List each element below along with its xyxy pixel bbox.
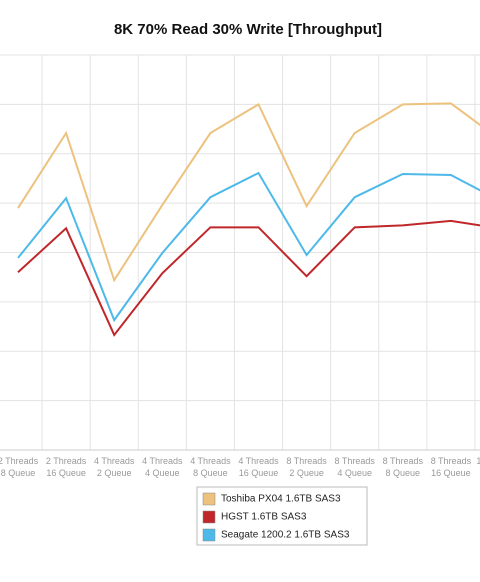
- series-line: [17, 219, 480, 337]
- legend-box: [196, 486, 368, 546]
- x-tick-line: 2 Threads: [46, 456, 87, 466]
- legend-swatch: [202, 492, 216, 506]
- x-tick-label: 2 Threads 16 Queue: [46, 456, 87, 478]
- legend-swatch: [202, 510, 216, 524]
- x-tick-line: 2 Queue: [289, 468, 324, 478]
- legend-swatch: [202, 528, 216, 542]
- x-tick-line: 8 Threads: [335, 456, 376, 466]
- x-tick-line: 2 Threads: [0, 456, 39, 466]
- x-tick-line: 16 Queue: [431, 468, 471, 478]
- chart-title: 8K 70% Read 30% Write [Throughput]: [114, 21, 382, 38]
- x-tick-label: 8 Threads 16 Queue: [431, 456, 472, 478]
- x-tick-label: 8 Threads 2 Queue: [286, 456, 327, 478]
- x-tick-line: 4 Threads: [142, 456, 183, 466]
- legend-label: Toshiba PX04 1.6TB SAS3: [221, 494, 341, 505]
- x-tick-line: 2 Queue: [97, 468, 132, 478]
- x-tick-label: 8 Threads 4 Queue: [335, 456, 376, 478]
- x-tick-line: 4 Threads: [190, 456, 231, 466]
- x-tick-line: 4 Queue: [145, 468, 180, 478]
- legend-label: HGST 1.6TB SAS3: [221, 512, 307, 523]
- x-tick-line: 8 Threads: [431, 456, 472, 466]
- x-tick-line: 4 Threads: [94, 456, 135, 466]
- x-tick-line: 4 Queue: [337, 468, 372, 478]
- x-tick-line: 16 Queue: [46, 468, 86, 478]
- x-tick-line: 8 Queue: [193, 468, 228, 478]
- x-tick-line: 8 Queue: [1, 468, 36, 478]
- x-tick-line: 16 Threads: [476, 456, 480, 466]
- series-line: [17, 171, 480, 323]
- x-tick-label: 2 Threads 8 Queue: [0, 456, 39, 478]
- x-tick-line: 16 Queue: [239, 468, 279, 478]
- x-tick-line: 8 Threads: [286, 456, 327, 466]
- x-tick-line: 8 Threads: [383, 456, 424, 466]
- x-tick-label: 4 Threads 4 Queue: [142, 456, 183, 478]
- legend-label: Seagate 1200.2 1.6TB SAS3: [221, 530, 350, 541]
- x-tick-line: 8 Queue: [386, 468, 421, 478]
- x-tick-label: 4 Threads 16 Queue: [238, 456, 279, 478]
- series-line: [17, 102, 480, 283]
- x-tick-label: 4 Threads 8 Queue: [190, 456, 231, 478]
- x-tick-line: 4 Threads: [238, 456, 279, 466]
- x-tick-label: 8 Threads 8 Queue: [383, 456, 424, 478]
- x-tick-label: 4 Threads 2 Queue: [94, 456, 135, 478]
